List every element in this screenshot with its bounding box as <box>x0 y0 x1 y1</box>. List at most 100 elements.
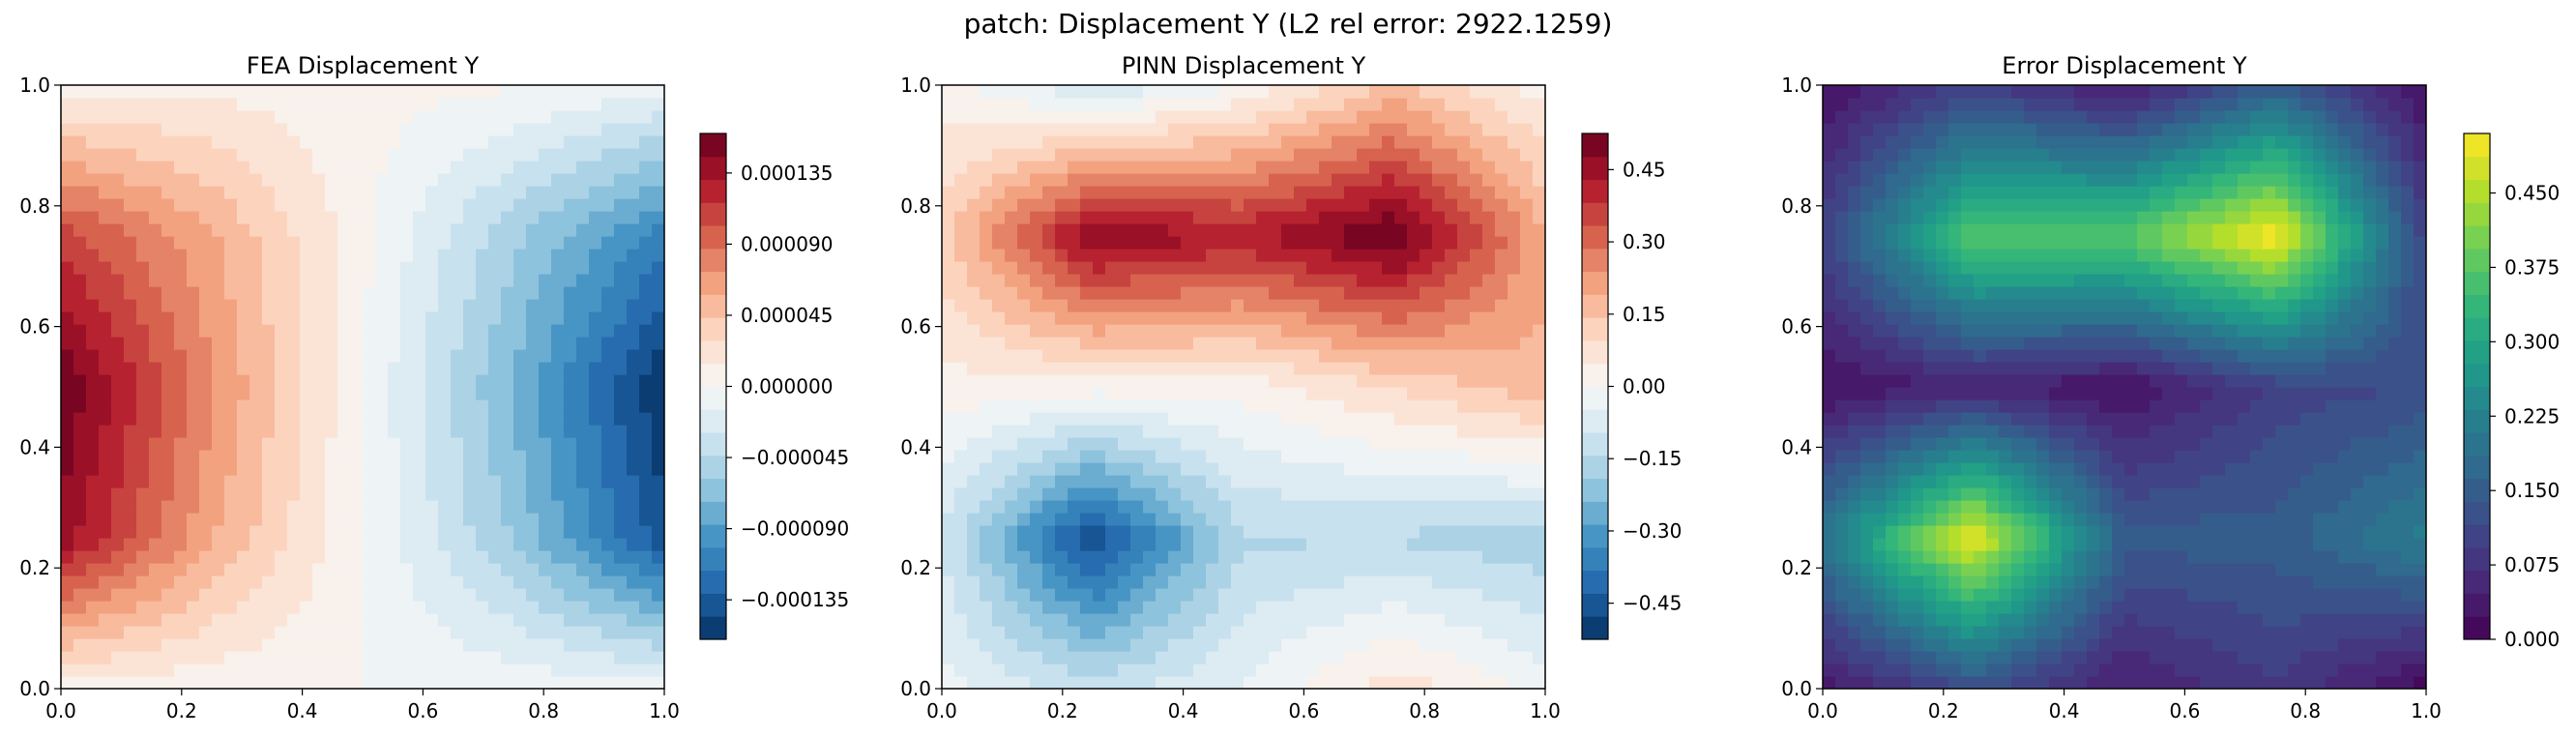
contour-cell <box>1432 299 1446 312</box>
contour-cell <box>652 399 664 413</box>
contour-cell <box>237 638 250 652</box>
contour-cell <box>1281 425 1295 438</box>
contour-cell <box>136 186 150 199</box>
contour-cell <box>992 148 1006 162</box>
contour-cell <box>1156 110 1169 124</box>
contour-cell <box>1143 601 1156 614</box>
contour-cell <box>212 261 225 275</box>
contour-cell <box>954 676 968 689</box>
contour-cell <box>501 123 514 136</box>
contour-cell <box>1520 638 1534 652</box>
contour-cell <box>576 462 590 476</box>
contour-cell <box>601 110 615 124</box>
contour-cell <box>1407 399 1420 413</box>
contour-cell <box>375 588 389 602</box>
contour-cell <box>1369 374 1383 388</box>
contour-cell <box>1269 324 1282 338</box>
contour-cell <box>400 538 414 551</box>
contour-cell <box>199 399 213 413</box>
contour-cell <box>1495 249 1508 262</box>
contour-cell <box>275 676 288 689</box>
colorbar-tick-label: −0.000045 <box>741 446 849 469</box>
contour-cell <box>287 123 301 136</box>
contour-cell <box>1143 638 1156 652</box>
contour-cell <box>99 362 112 375</box>
contour-cell <box>576 135 590 149</box>
contour-cell <box>61 525 74 539</box>
contour-cell <box>1181 274 1194 287</box>
contour-cell <box>1030 412 1043 426</box>
contour-cell <box>1206 538 1219 551</box>
contour-cell <box>942 437 955 451</box>
contour-cell <box>224 286 238 300</box>
contour-cell <box>388 525 401 539</box>
contour-cell <box>400 311 414 325</box>
contour-cell <box>1269 399 1282 413</box>
contour-cell <box>488 387 502 400</box>
contour-cell <box>1130 135 1144 149</box>
contour-cell <box>337 110 351 124</box>
contour-cell <box>1470 148 1483 162</box>
contour-cell <box>400 462 414 476</box>
contour-cell <box>1168 198 1182 212</box>
contour-cell <box>1256 299 1270 312</box>
contour-cell <box>1332 198 1345 212</box>
contour-cell <box>287 425 301 438</box>
contour-cell <box>639 349 653 363</box>
contour-cell <box>1445 135 1458 149</box>
contour-cell <box>526 663 540 677</box>
contour-cell <box>1823 223 1836 237</box>
contour-cell <box>1193 337 1207 350</box>
contour-cell <box>174 249 188 262</box>
contour-cell <box>73 362 87 375</box>
contour-cell <box>1231 324 1244 338</box>
contour-cell <box>942 450 955 463</box>
contour-cell <box>1369 663 1383 677</box>
contour-cell <box>73 223 87 237</box>
contour-cell <box>73 399 87 413</box>
contour-cell <box>476 186 489 199</box>
contour-cell <box>526 362 540 375</box>
contour-cell <box>652 475 664 488</box>
contour-cell <box>476 349 489 363</box>
contour-cell <box>413 613 426 627</box>
contour-cell <box>287 487 301 501</box>
contour-cell <box>1181 211 1194 224</box>
contour-cell <box>1206 110 1219 124</box>
contour-cell <box>476 663 489 677</box>
contour-cell <box>1860 601 1874 614</box>
contour-cell <box>438 161 452 174</box>
contour-cell <box>576 362 590 375</box>
contour-cell <box>337 475 351 488</box>
contour-cell <box>1344 525 1358 539</box>
contour-cell <box>614 550 628 564</box>
contour-cell <box>1357 475 1370 488</box>
contour-cell <box>1093 161 1106 174</box>
contour-cell <box>161 98 175 111</box>
contour-cell <box>589 173 602 187</box>
contour-cell <box>451 663 464 677</box>
contour-cell <box>1357 601 1370 614</box>
contour-cell <box>212 110 225 124</box>
contour-cell <box>99 173 112 187</box>
contour-cell <box>1118 261 1131 275</box>
contour-cell <box>1105 588 1119 602</box>
contour-cell <box>1357 374 1370 388</box>
contour-cell <box>980 223 993 237</box>
contour-cell <box>463 575 477 589</box>
contour-cell <box>1835 261 1849 275</box>
contour-cell <box>350 525 364 539</box>
contour-cell <box>564 500 577 514</box>
contour-cell <box>1244 337 1257 350</box>
contour-cell <box>652 601 664 614</box>
contour-cell <box>576 286 590 300</box>
contour-cell <box>627 626 640 639</box>
contour-cell <box>375 500 389 514</box>
contour-cell <box>476 337 489 350</box>
contour-cell <box>1080 638 1094 652</box>
contour-cell <box>1432 663 1446 677</box>
contour-cell <box>1231 563 1244 576</box>
contour-cell <box>1231 98 1244 111</box>
contour-cell <box>1357 487 1370 501</box>
contour-cell <box>1533 399 1545 413</box>
